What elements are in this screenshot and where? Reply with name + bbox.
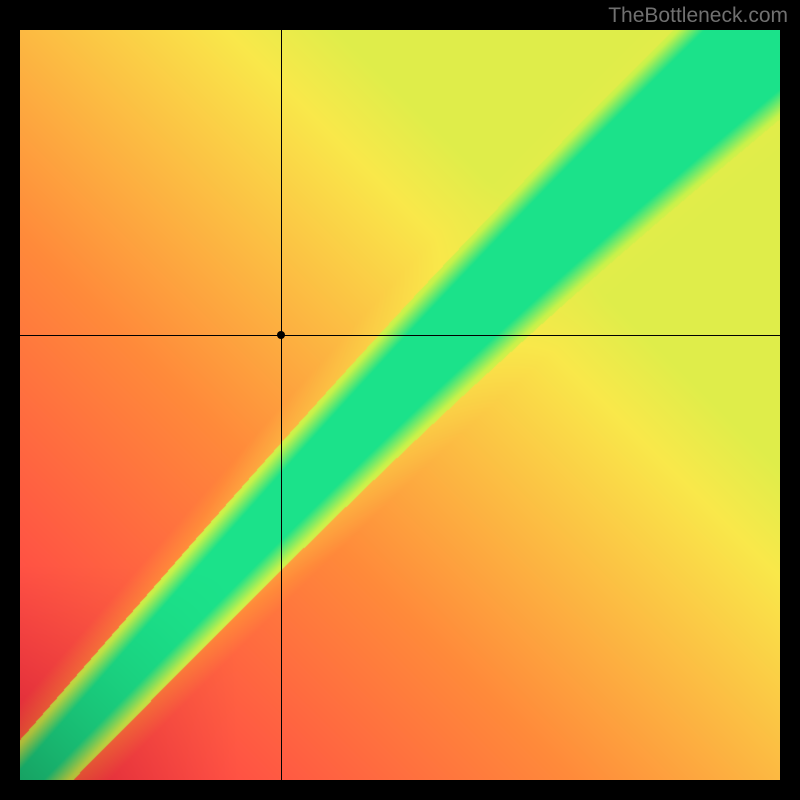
watermark-text: TheBottleneck.com [608, 4, 788, 28]
chart-container: TheBottleneck.com [0, 0, 800, 800]
crosshair-horizontal [20, 335, 780, 336]
heatmap-canvas [20, 30, 780, 780]
selection-marker [277, 331, 285, 339]
plot-area [20, 30, 780, 780]
crosshair-vertical [281, 30, 282, 780]
